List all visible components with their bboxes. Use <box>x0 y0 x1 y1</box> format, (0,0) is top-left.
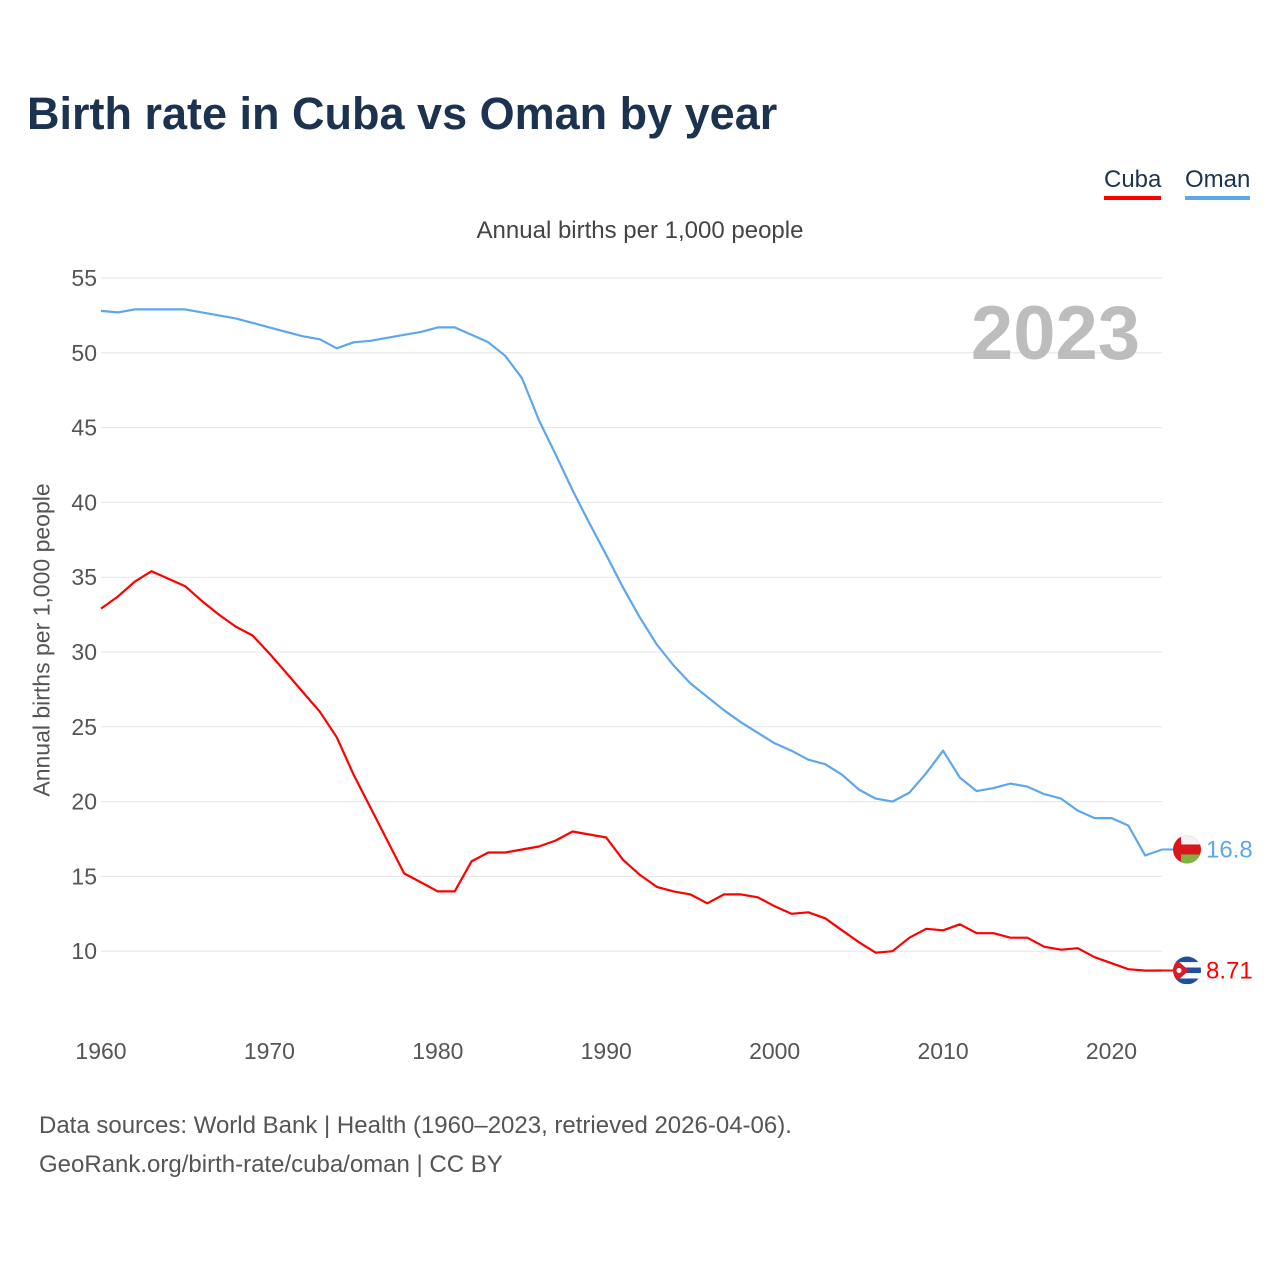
chart-subtitle: Annual births per 1,000 people <box>476 217 804 244</box>
source-line: Data sources: World Bank | Health (1960–… <box>39 1112 792 1139</box>
y-tick-label: 20 <box>71 789 97 815</box>
x-tick-label: 1980 <box>412 1038 463 1064</box>
legend-oman[interactable]: Oman <box>1185 166 1251 200</box>
y-tick-label: 30 <box>71 639 97 665</box>
source-link[interactable]: GeoRank.org/birth-rate/cuba/oman | CC BY <box>39 1151 503 1178</box>
x-tick-label: 2010 <box>917 1038 968 1064</box>
source-note: Data sources: World Bank | Health (1960–… <box>39 1106 792 1184</box>
legend-cuba[interactable]: Cuba <box>1104 166 1162 200</box>
y-axis-label: Annual births per 1,000 people <box>28 483 55 797</box>
y-tick-label: 45 <box>71 415 97 441</box>
year-watermark: 2023 <box>970 291 1140 376</box>
series-line-oman <box>100 308 1163 857</box>
end-value-label-cuba: 8.71 <box>1206 957 1253 984</box>
series-line-cuba <box>100 570 1163 972</box>
cuba-flag-icon <box>1173 956 1201 985</box>
x-tick-label: 2000 <box>749 1038 800 1064</box>
x-tick-label: 1990 <box>581 1038 632 1064</box>
y-tick-label: 55 <box>71 265 97 291</box>
end-value-label-oman: 16.8 <box>1206 836 1253 863</box>
page-title: Birth rate in Cuba vs Oman by year <box>27 88 778 139</box>
y-tick-label: 10 <box>71 938 97 964</box>
y-tick-label: 15 <box>71 863 97 889</box>
x-tick-label: 2020 <box>1086 1038 1137 1064</box>
y-tick-label: 40 <box>71 489 97 515</box>
x-tick-label: 1960 <box>75 1038 126 1064</box>
x-tick-label: 1970 <box>244 1038 295 1064</box>
oman-flag-icon <box>1173 835 1201 864</box>
y-tick-label: 35 <box>71 564 97 590</box>
y-tick-label: 25 <box>71 714 97 740</box>
y-tick-label: 50 <box>71 340 97 366</box>
